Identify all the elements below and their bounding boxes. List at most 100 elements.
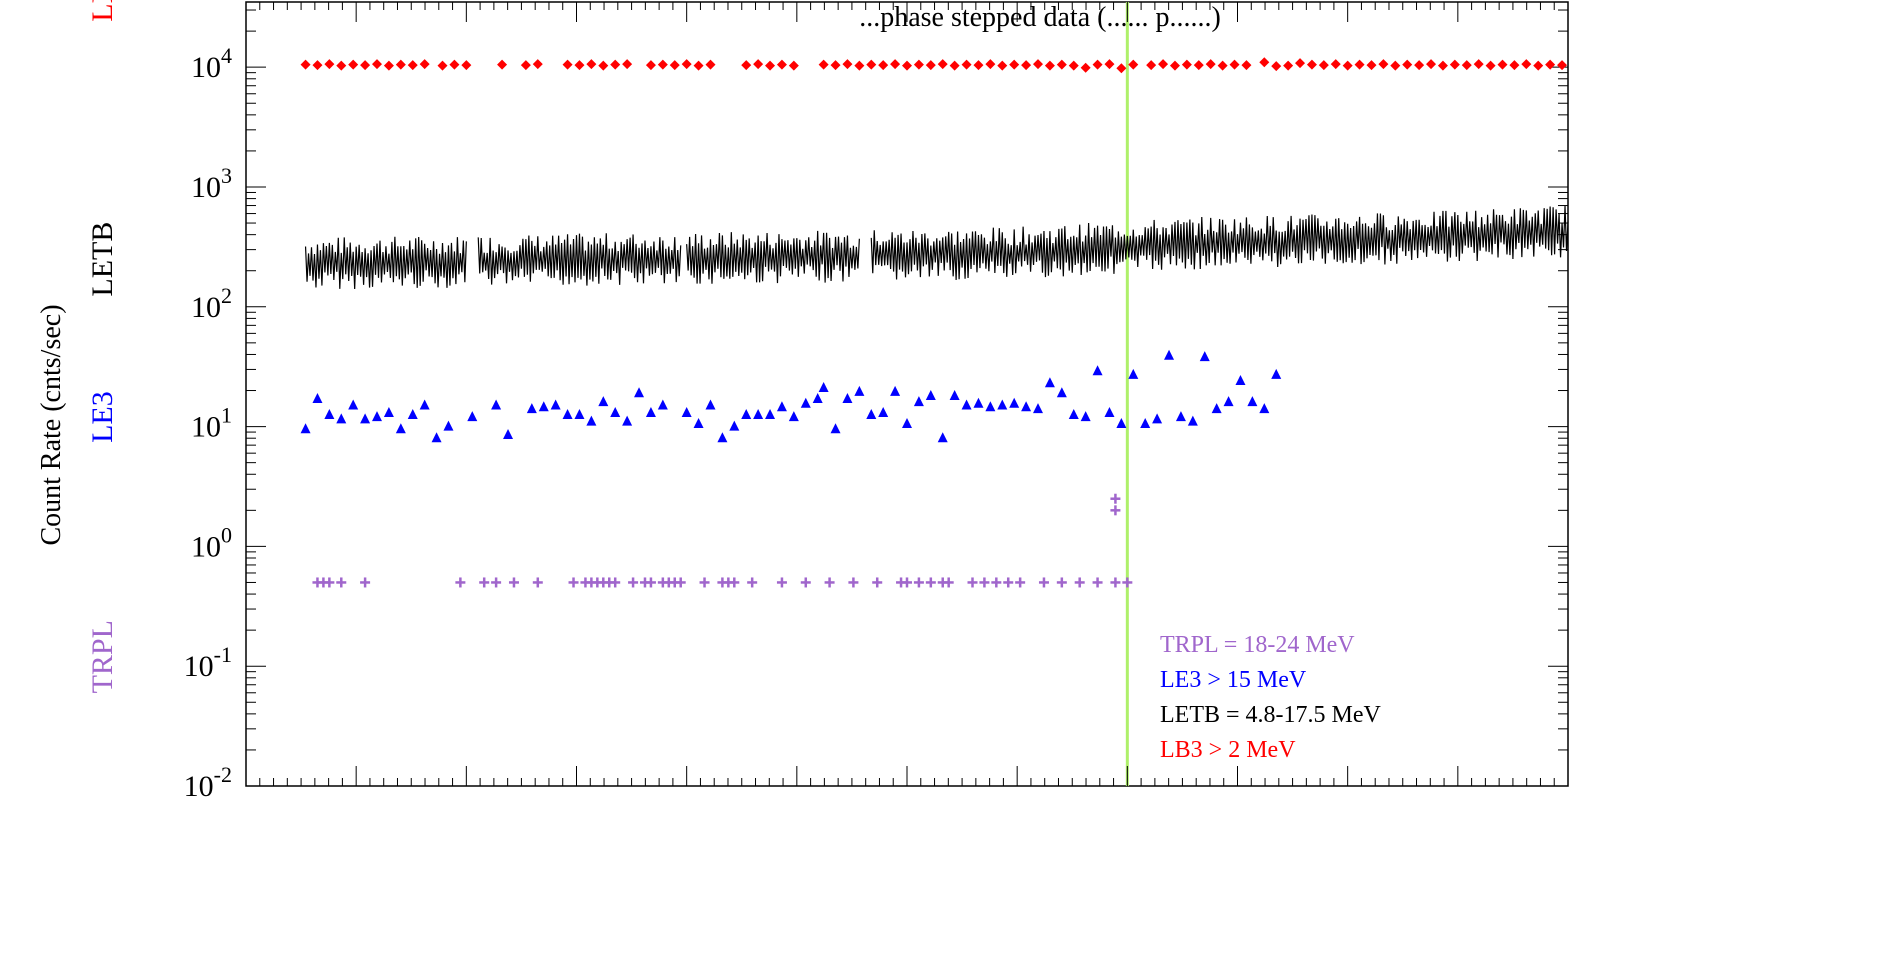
lb3-point bbox=[1044, 60, 1055, 71]
le3-point bbox=[395, 423, 406, 434]
lb3-point bbox=[1426, 59, 1437, 70]
le3-point bbox=[419, 399, 430, 410]
le3-point bbox=[1199, 351, 1210, 362]
side-label-letb: LETB bbox=[86, 222, 119, 297]
lb3-point bbox=[383, 60, 394, 71]
letb-trace bbox=[304, 236, 467, 289]
le3-point bbox=[491, 399, 502, 410]
lb3-point bbox=[1354, 59, 1365, 70]
trpl-point bbox=[925, 577, 936, 588]
lb3-point bbox=[598, 60, 609, 71]
lb3-point bbox=[622, 59, 633, 70]
lb3-point bbox=[1437, 60, 1448, 71]
le3-point bbox=[1235, 375, 1246, 386]
le3-point bbox=[574, 408, 585, 419]
le3-point bbox=[1068, 408, 1079, 419]
lb3-point bbox=[449, 59, 460, 70]
lb3-point bbox=[961, 59, 972, 70]
lb3-point bbox=[419, 59, 430, 70]
le3-point bbox=[634, 387, 645, 398]
lb3-point bbox=[1128, 59, 1139, 70]
le3-point bbox=[973, 397, 984, 408]
lb3-point bbox=[753, 59, 764, 70]
lb3-point bbox=[1229, 59, 1240, 70]
lb3-point bbox=[1193, 60, 1204, 71]
le3-point bbox=[765, 408, 776, 419]
series-side-labels: LB3 LETB LE3 TRPL bbox=[86, 0, 119, 693]
le3-point bbox=[812, 392, 823, 403]
le3-point bbox=[1223, 396, 1234, 407]
plot-frame bbox=[245, 1, 1569, 787]
trpl-point bbox=[1110, 493, 1121, 504]
lb3-point bbox=[348, 59, 359, 70]
lb3-point bbox=[1068, 60, 1079, 71]
le3-point bbox=[1021, 401, 1032, 412]
lb3-point bbox=[788, 60, 799, 71]
lb3-point bbox=[407, 60, 418, 71]
series-le3 bbox=[300, 349, 1282, 443]
lb3-point bbox=[520, 60, 531, 71]
lb3-point bbox=[890, 59, 901, 70]
trpl-point bbox=[1110, 505, 1121, 516]
lb3-point bbox=[705, 59, 716, 70]
le3-point bbox=[1056, 387, 1067, 398]
lb3-point bbox=[1378, 59, 1389, 70]
le3-point bbox=[622, 415, 633, 426]
lb3-point bbox=[497, 59, 508, 70]
le3-point bbox=[800, 397, 811, 408]
le3-point bbox=[937, 432, 948, 443]
le3-point bbox=[1247, 396, 1258, 407]
trpl-point bbox=[776, 577, 787, 588]
lb3-point bbox=[1545, 59, 1556, 70]
lb3-point bbox=[1241, 60, 1252, 71]
le3-point bbox=[729, 420, 740, 431]
trpl-point bbox=[508, 577, 519, 588]
lb3-point bbox=[1217, 60, 1228, 71]
series-letb bbox=[304, 205, 1569, 289]
legend: TRPL = 18-24 MeV LE3 > 15 MeV LETB = 4.8-1… bbox=[1160, 632, 1382, 763]
y-tick-labels: 104 103 102 101 100 10-1 10-2 bbox=[184, 43, 232, 803]
lb3-point bbox=[1009, 59, 1020, 70]
lb3-point bbox=[913, 59, 924, 70]
le3-point bbox=[949, 390, 960, 401]
axis-ticks bbox=[245, 2, 1569, 787]
chart-title: ...phase stepped data (...... p......) bbox=[859, 2, 1221, 33]
le3-point bbox=[842, 392, 853, 403]
lb3-point bbox=[693, 60, 704, 71]
trpl-point bbox=[913, 577, 924, 588]
y-tick-label: 103 bbox=[191, 163, 232, 204]
lb3-point bbox=[1473, 59, 1484, 70]
le3-point bbox=[598, 396, 609, 407]
le3-point bbox=[1044, 377, 1055, 388]
lb3-point bbox=[1092, 59, 1103, 70]
trpl-point bbox=[360, 577, 371, 588]
lb3-point bbox=[1557, 60, 1568, 71]
le3-point bbox=[902, 418, 912, 429]
lb3-point bbox=[1259, 57, 1270, 68]
le3-point bbox=[925, 390, 936, 401]
lb3-point bbox=[372, 59, 383, 70]
le3-point bbox=[657, 399, 668, 410]
le3-point bbox=[830, 423, 841, 434]
le3-point bbox=[407, 408, 418, 419]
le3-point bbox=[1033, 403, 1044, 414]
le3-point bbox=[562, 408, 573, 419]
le3-point bbox=[336, 413, 347, 424]
le3-point bbox=[383, 406, 394, 417]
lb3-point bbox=[997, 60, 1008, 71]
y-axis-label: Count Rate (cnts/sec) bbox=[36, 304, 67, 545]
plot-border bbox=[245, 1, 1569, 787]
trpl-point bbox=[455, 577, 466, 588]
le3-point bbox=[550, 399, 561, 410]
lb3-point bbox=[973, 60, 984, 71]
trpl-point bbox=[902, 577, 912, 588]
le3-point bbox=[372, 411, 383, 422]
lb3-point bbox=[1497, 59, 1508, 70]
trpl-point bbox=[1110, 577, 1121, 588]
letb-trace bbox=[686, 230, 860, 284]
lb3-point bbox=[985, 59, 996, 70]
lb3-point bbox=[1181, 59, 1192, 70]
trpl-point bbox=[747, 577, 758, 588]
lb3-point bbox=[1390, 60, 1401, 71]
lb3-point bbox=[1271, 61, 1282, 72]
